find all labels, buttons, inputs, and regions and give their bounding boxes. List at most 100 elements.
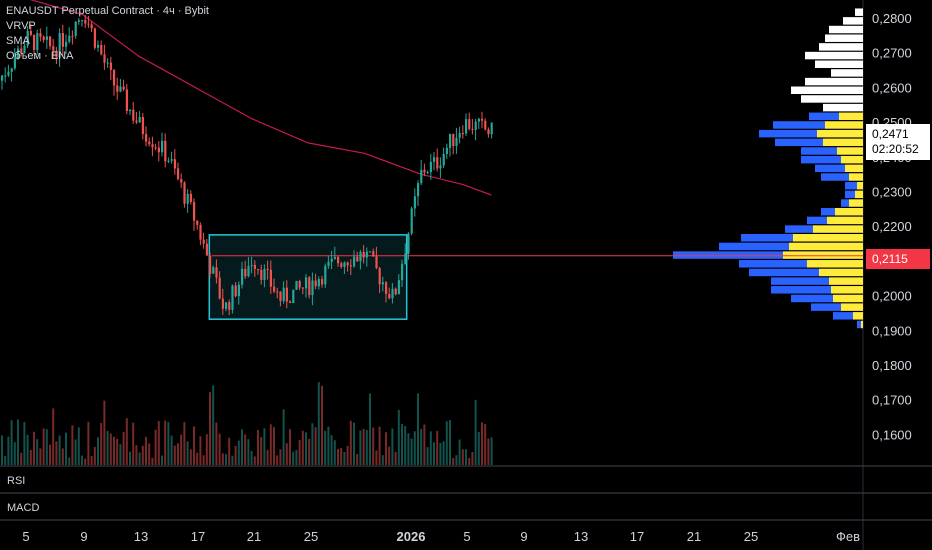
candle-body — [468, 119, 471, 130]
time-tick-label: 17 — [191, 529, 205, 544]
vp-bar-old — [801, 95, 863, 103]
indicator-vrvp[interactable]: VRVP — [6, 20, 36, 32]
legend: ENAUSDT Perpetual Contract · 4ч · Bybit … — [6, 4, 209, 64]
candle-body — [196, 220, 199, 225]
candle-body — [314, 280, 317, 287]
volume-bar — [237, 440, 240, 465]
candle-body — [23, 45, 26, 53]
volume-bar — [253, 456, 256, 465]
volume-bar — [26, 434, 29, 465]
price-tick-label: 0,2800 — [872, 11, 912, 26]
volume-bar — [225, 454, 227, 465]
volume-bar — [52, 408, 55, 465]
volume-bar — [362, 428, 365, 465]
volume-bar — [285, 443, 288, 465]
candle-body — [183, 182, 186, 204]
volume-bar — [177, 443, 179, 465]
candle-body — [337, 256, 340, 264]
volume-bar — [164, 420, 167, 465]
candle-body — [311, 280, 314, 296]
range-box[interactable] — [208, 234, 408, 320]
candle-body — [279, 291, 282, 301]
volume-bar — [77, 427, 80, 465]
time-tick-label: Фев — [836, 529, 860, 544]
volume-bar — [308, 438, 311, 465]
candle-body — [276, 291, 279, 293]
indicator-sma[interactable]: SMA — [6, 35, 30, 47]
candle-body — [221, 298, 224, 309]
rsi-pane-label[interactable]: RSI — [7, 475, 26, 487]
vp-bar-down — [833, 294, 863, 303]
candle-body — [269, 269, 272, 287]
candles — [0, 14, 493, 316]
candle-body — [212, 267, 215, 274]
last-price: 0,2471 — [872, 127, 909, 141]
candle-body — [330, 258, 333, 262]
candle-body — [317, 279, 320, 287]
volume-bar — [356, 454, 359, 465]
symbol-title[interactable]: ENAUSDT Perpetual Contract · 4ч · Bybit — [6, 5, 209, 17]
candle-body — [442, 153, 445, 166]
vp-bar-down — [841, 303, 863, 311]
volume-bar — [343, 451, 346, 465]
volume-bar — [337, 448, 339, 465]
indicator-volume[interactable]: Объем · ENA — [6, 50, 74, 62]
volume-bar — [49, 444, 51, 465]
candle-body — [90, 24, 93, 29]
candle-body — [292, 289, 295, 303]
volume-bar — [471, 451, 474, 465]
candle-body — [13, 57, 16, 69]
candle-body — [285, 287, 288, 302]
volume-bar — [209, 392, 211, 465]
candle-body — [263, 268, 266, 280]
volume-bar — [413, 431, 416, 465]
vp-bar-up — [739, 260, 807, 268]
vp-bar-down — [807, 260, 863, 268]
vp-bar-up — [845, 190, 855, 199]
candle-body — [455, 137, 458, 147]
vp-bar-down — [853, 312, 863, 320]
candle-body — [241, 268, 244, 285]
candle-body — [125, 89, 128, 112]
candle-body — [359, 251, 362, 262]
candle-body — [132, 109, 135, 121]
candle-body — [42, 36, 45, 40]
vp-bar-up — [759, 129, 817, 138]
volume-bar — [17, 419, 19, 465]
volume-bar — [193, 426, 195, 465]
volume-bar — [282, 409, 285, 465]
candle-body — [58, 33, 61, 58]
volume-bar — [100, 423, 103, 465]
volume-bar — [196, 452, 199, 465]
volume-bar — [474, 399, 477, 465]
candle-body — [458, 133, 461, 138]
candle-body — [445, 147, 448, 154]
candle-body — [154, 147, 157, 149]
volume-bar — [65, 432, 67, 465]
time-tick-label: 13 — [574, 529, 588, 544]
candle-body — [362, 251, 365, 258]
vp-bar-up — [771, 277, 829, 285]
candle-body — [397, 280, 400, 295]
candle-body — [372, 251, 375, 257]
candle-body — [378, 268, 381, 285]
vp-bar-up — [811, 303, 841, 311]
candle-body — [97, 44, 100, 48]
candle-body — [301, 287, 304, 289]
volume-bar — [423, 424, 426, 465]
volume-bar — [42, 428, 45, 465]
volume-bar — [13, 442, 16, 465]
volume-bar — [305, 432, 307, 465]
vp-bar-up — [785, 225, 813, 233]
volume-bar — [487, 438, 490, 465]
candle-body — [173, 159, 176, 169]
vp-bar-down — [793, 234, 863, 242]
volume-bar — [247, 439, 250, 465]
candle-body — [436, 157, 439, 169]
candle-body — [234, 285, 237, 297]
candle-body — [410, 208, 413, 234]
volume-bar — [260, 437, 263, 465]
candle-body — [413, 196, 416, 209]
macd-pane-label[interactable]: MACD — [7, 502, 40, 514]
